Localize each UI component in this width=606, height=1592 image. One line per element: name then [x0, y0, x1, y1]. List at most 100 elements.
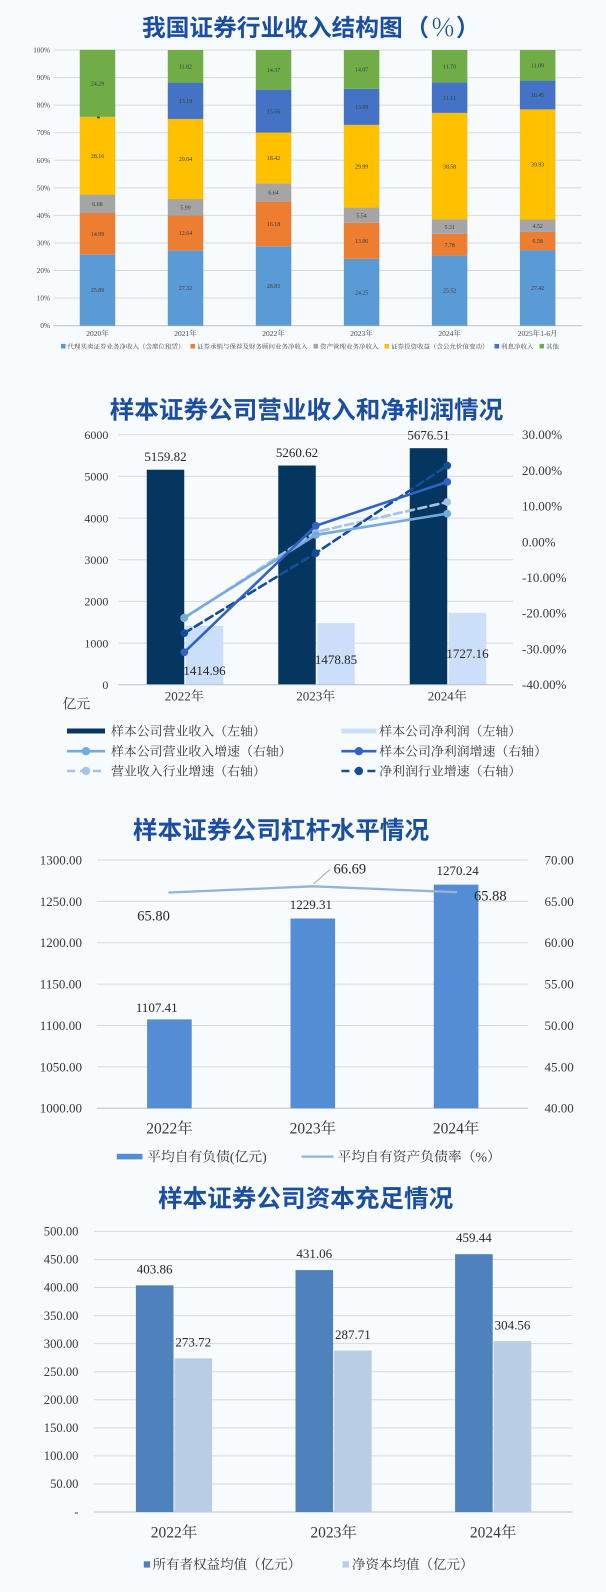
svg-text:20.00%: 20.00%	[522, 463, 562, 478]
svg-text:65.00: 65.00	[545, 894, 574, 909]
svg-text:5.99: 5.99	[180, 206, 190, 212]
svg-text:1478.85: 1478.85	[315, 652, 357, 667]
svg-text:150.00: 150.00	[44, 1421, 79, 1435]
svg-text:55.00: 55.00	[545, 977, 574, 992]
svg-text:5.54: 5.54	[356, 213, 366, 219]
svg-text:2000: 2000	[84, 595, 108, 609]
svg-text:27.42: 27.42	[531, 286, 544, 292]
svg-text:90%: 90%	[37, 74, 50, 82]
svg-text:-20.00%: -20.00%	[522, 606, 567, 621]
svg-text:65.88: 65.88	[474, 889, 507, 905]
svg-text:11.09: 11.09	[531, 64, 544, 70]
svg-text:80%: 80%	[37, 102, 50, 110]
svg-text:5260.62: 5260.62	[276, 445, 318, 460]
svg-text:2022: 2022	[262, 329, 277, 338]
svg-text:29.04: 29.04	[179, 157, 192, 163]
svg-text:66.69: 66.69	[334, 862, 367, 878]
svg-text:40%: 40%	[37, 212, 50, 220]
svg-text:2022: 2022	[146, 1121, 177, 1138]
svg-text:1107.41: 1107.41	[136, 1000, 178, 1015]
svg-text:1200.00: 1200.00	[40, 935, 82, 950]
svg-text:0.00%: 0.00%	[522, 534, 556, 549]
svg-text:10.00%: 10.00%	[522, 499, 562, 514]
svg-text:-: -	[74, 1505, 78, 1519]
svg-text:4.52: 4.52	[533, 224, 543, 230]
svg-text:14.07: 14.07	[355, 68, 368, 74]
svg-text:60.00: 60.00	[545, 935, 574, 950]
svg-text:5.31: 5.31	[445, 225, 455, 231]
svg-text:24.29: 24.29	[91, 82, 104, 88]
svg-text:13.06: 13.06	[355, 239, 368, 245]
svg-text:12.64: 12.64	[179, 231, 192, 237]
svg-text:431.06: 431.06	[296, 1246, 332, 1261]
svg-text:38.58: 38.58	[443, 164, 456, 170]
svg-text:5000: 5000	[84, 470, 108, 484]
svg-text:1250.00: 1250.00	[40, 894, 82, 909]
svg-text:3000: 3000	[84, 553, 108, 567]
svg-text:6.58: 6.58	[533, 239, 543, 245]
svg-text:1000: 1000	[84, 636, 108, 650]
svg-text:273.72: 273.72	[175, 1335, 211, 1350]
svg-text:5676.51: 5676.51	[407, 428, 449, 443]
svg-text:39.93: 39.93	[531, 163, 544, 169]
svg-text:4000: 4000	[84, 511, 108, 525]
svg-text:70%: 70%	[37, 129, 50, 137]
svg-text:29.99: 29.99	[355, 164, 368, 170]
svg-text:2023: 2023	[310, 1525, 341, 1542]
svg-text:7.78: 7.78	[445, 243, 455, 249]
svg-text:250.00: 250.00	[44, 1365, 79, 1379]
svg-text:0%: 0%	[40, 322, 50, 330]
svg-text:11.82: 11.82	[179, 65, 192, 71]
svg-text:2024: 2024	[438, 329, 453, 338]
svg-text:2024: 2024	[433, 1121, 464, 1138]
svg-text:403.86: 403.86	[137, 1261, 173, 1276]
svg-text:2024: 2024	[470, 1525, 501, 1542]
svg-text:2023: 2023	[290, 1121, 321, 1138]
svg-text:13.19: 13.19	[179, 99, 192, 105]
svg-text:5159.82: 5159.82	[144, 449, 186, 464]
svg-text:1150.00: 1150.00	[40, 977, 82, 992]
svg-text:200.00: 200.00	[44, 1393, 79, 1407]
svg-text:40.00: 40.00	[545, 1101, 574, 1116]
svg-text:25.89: 25.89	[91, 288, 104, 294]
svg-text:2023: 2023	[296, 689, 322, 704]
svg-text:10%: 10%	[37, 295, 50, 303]
svg-text:11.11: 11.11	[443, 96, 456, 102]
svg-text:500.00: 500.00	[44, 1225, 79, 1239]
svg-text:14.99: 14.99	[91, 232, 104, 238]
svg-text:70.00: 70.00	[545, 852, 574, 867]
svg-text:100%: 100%	[33, 47, 50, 55]
svg-text:65.80: 65.80	[137, 909, 170, 925]
svg-text:11.70: 11.70	[443, 64, 456, 70]
svg-text:27.32: 27.32	[179, 286, 192, 292]
svg-text:(: (	[230, 1149, 235, 1165]
svg-text:459.44: 459.44	[456, 1230, 492, 1245]
svg-text:50.00: 50.00	[545, 1018, 574, 1033]
svg-text:10.45: 10.45	[531, 93, 544, 99]
svg-text:2021: 2021	[174, 329, 189, 338]
svg-text:15.56: 15.56	[267, 109, 280, 115]
svg-text:25.52: 25.52	[443, 289, 456, 295]
svg-text:18.42: 18.42	[267, 156, 280, 162]
svg-text:300.00: 300.00	[44, 1337, 79, 1351]
svg-text:%: %	[476, 1149, 488, 1164]
svg-text:2022: 2022	[165, 689, 191, 704]
svg-text:2025: 2025	[518, 329, 533, 338]
svg-text:287.71: 287.71	[335, 1327, 371, 1342]
svg-text:13.09: 13.09	[355, 105, 368, 111]
svg-text:450.00: 450.00	[44, 1253, 79, 1267]
svg-text:28.16: 28.16	[91, 154, 104, 160]
svg-text:6.68: 6.68	[92, 202, 102, 208]
svg-text:1050.00: 1050.00	[40, 1059, 82, 1074]
svg-text:400.00: 400.00	[44, 1281, 79, 1295]
svg-text:45.00: 45.00	[545, 1059, 574, 1074]
svg-text:-30.00%: -30.00%	[522, 642, 567, 657]
svg-text:100.00: 100.00	[44, 1449, 79, 1463]
svg-text:30.00%: 30.00%	[522, 427, 562, 442]
svg-text:1414.96: 1414.96	[183, 663, 226, 678]
svg-text:2023: 2023	[350, 329, 365, 338]
svg-text:6.64: 6.64	[268, 191, 278, 197]
svg-text:350.00: 350.00	[44, 1309, 79, 1323]
svg-text:14.37: 14.37	[267, 68, 280, 74]
svg-text:24.25: 24.25	[355, 291, 368, 297]
